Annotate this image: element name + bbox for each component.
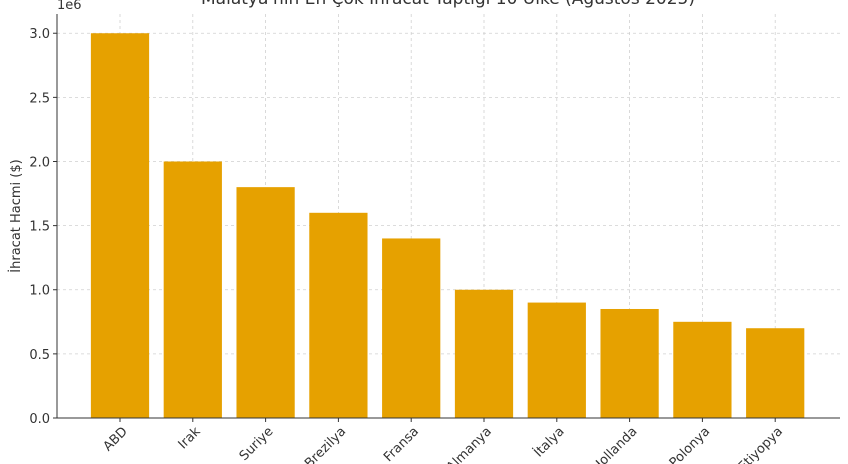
y-tick-label: 3.0 [29,27,50,42]
y-offset-label: 1e6 [57,0,82,13]
y-tick-label: 2.0 [29,155,50,170]
x-tick-label: Almanya [444,424,495,464]
x-tick-label: Brezilya [302,424,349,464]
bar [527,302,586,418]
y-tick-label: 0.0 [29,412,50,427]
bar [236,187,295,418]
x-tick-label: Polonya [667,424,714,464]
bar [309,212,368,418]
chart-title: Malatya'nın En Çok İhracat Yaptığı 10 Ül… [201,0,695,9]
x-tick-label: Etiyopya [735,424,786,464]
bar [746,328,805,418]
x-tick-label: ABD [101,424,131,454]
bar [673,321,732,418]
x-tick-label: Fransa [381,424,422,464]
bar [600,308,659,418]
y-tick-label: 1.0 [29,284,50,299]
y-tick-label: 0.5 [29,348,50,363]
y-tick-label: 1.5 [29,220,50,235]
y-axis-label: İhracat Hacmi ($) [8,159,24,272]
x-tick-label: Suriye [237,424,277,464]
x-tick-label: Irak [176,424,204,452]
bar [90,33,150,418]
bar [163,161,222,418]
x-tick-label: Hollanda [589,424,640,464]
bar [382,238,441,418]
y-tick-label: 2.5 [29,91,50,106]
bar [454,289,514,418]
x-tick-label: İtalya [531,424,568,461]
